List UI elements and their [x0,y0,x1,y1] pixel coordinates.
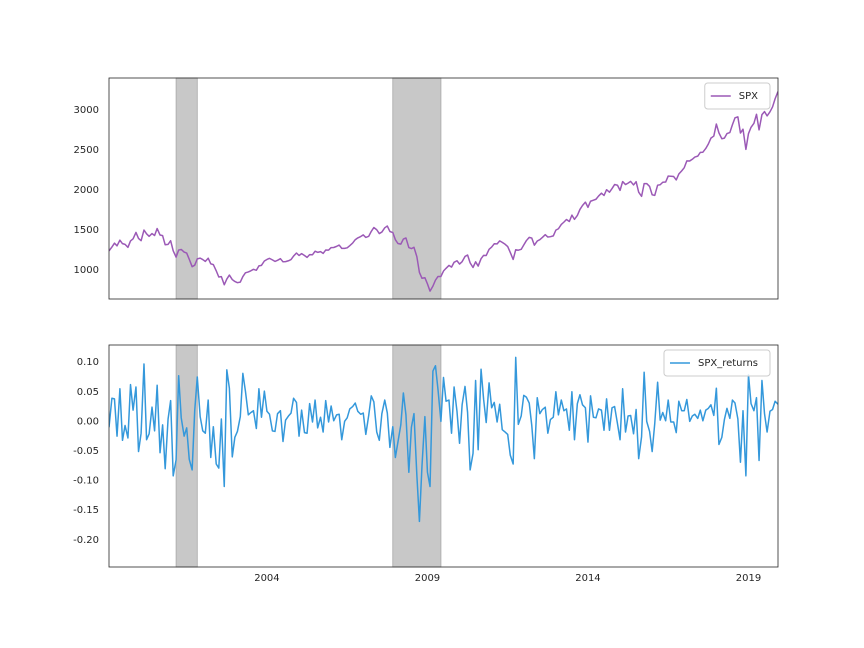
y-tick-label: -0.05 [73,446,99,457]
legend-box [704,82,771,110]
y-tick-label: -0.20 [73,535,99,546]
y-tick-label: 0.10 [77,357,99,368]
y-tick-label: 1500 [74,225,99,236]
legend-label: SPX [739,91,758,102]
y-tick-label: 0.00 [77,416,99,427]
x-tick-label: 2009 [415,573,440,584]
legend-label: SPX_returns [698,358,758,369]
y-tick-label: -0.10 [73,476,99,487]
series-line [109,91,778,292]
y-tick-label: 0.05 [77,387,99,398]
recession-span [392,77,442,300]
plot-area [109,91,778,292]
x-tick-label: 2014 [575,573,600,584]
recession-span [392,344,442,568]
axes-frame [108,77,779,300]
plot-area [109,356,778,523]
x-tick-label: 2019 [736,573,761,584]
axes-frame [108,344,779,568]
y-tick-label: 2000 [74,185,99,196]
y-tick-label: 2500 [74,145,99,156]
series-line [109,356,778,523]
y-tick-label: -0.15 [73,505,99,516]
legend-box [663,349,771,377]
x-tick-label: 2004 [254,573,279,584]
y-tick-label: 3000 [74,105,99,116]
y-tick-label: 1000 [74,265,99,276]
